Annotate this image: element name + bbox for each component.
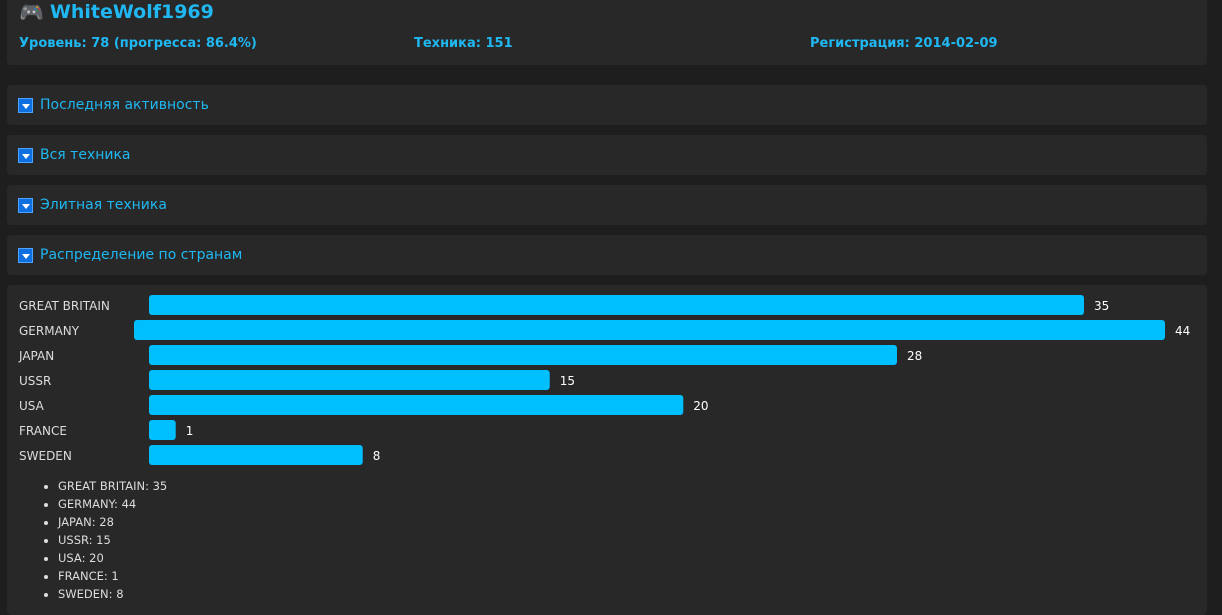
bar [149, 295, 1084, 315]
list-item: SWEDEN: 8 [58, 585, 167, 603]
profile-panel: 🎮 WhiteWolf1969 Уровень: 78 (прогресса: … [7, 0, 1207, 65]
bar-category-label: SWEDEN [19, 449, 72, 463]
bar [149, 345, 897, 365]
list-item: GERMANY: 44 [58, 495, 167, 513]
bar [134, 320, 1165, 340]
bar [149, 395, 684, 415]
bar-category-label: FRANCE [19, 424, 67, 438]
collapse-toggle-icon[interactable] [18, 98, 33, 113]
collapse-toggle-icon[interactable] [18, 148, 33, 163]
list-item: USSR: 15 [58, 531, 167, 549]
bar-value-label: 35 [1094, 299, 1109, 313]
section-country-distribution[interactable]: Распределение по странам [7, 235, 1207, 275]
section-label: Распределение по странам [40, 247, 243, 263]
list-item: JAPAN: 28 [58, 513, 167, 531]
bar [149, 370, 550, 390]
collapse-toggle-icon[interactable] [18, 248, 33, 263]
bar-value-label: 1 [186, 424, 194, 438]
section-recent-activity[interactable]: Последняя активность [7, 85, 1207, 125]
country-chart-panel: GREAT BRITAIN 35 GERMANY 44 JAPAN 28 USSR 15 USA… [7, 285, 1207, 615]
section-elite-vehicles[interactable]: Элитная техника [7, 185, 1207, 225]
gamepad-icon: 🎮 [19, 0, 44, 24]
collapse-toggle-icon[interactable] [18, 198, 33, 213]
bar-category-label: USA [19, 399, 45, 413]
registration-stat: Регистрация: 2014-02-09 [810, 36, 998, 51]
bar-value-label: 8 [373, 449, 381, 463]
bar-category-label: GERMANY [19, 324, 80, 338]
bar-value-label: 20 [693, 399, 708, 413]
bar-value-label: 28 [907, 349, 922, 363]
section-label: Последняя активность [40, 97, 209, 113]
list-item: GREAT BRITAIN: 35 [58, 477, 167, 495]
level-stat: Уровень: 78 (прогресса: 86.4%) [19, 36, 257, 51]
bar-category-label: GREAT BRITAIN [19, 299, 110, 313]
country-bar-chart: GREAT BRITAIN 35 GERMANY 44 JAPAN 28 USSR 15 USA… [18, 295, 1190, 465]
section-label: Вся техника [40, 147, 131, 163]
bar-value-label: 44 [1175, 324, 1190, 338]
list-item: USA: 20 [58, 549, 167, 567]
list-item: FRANCE: 1 [58, 567, 167, 585]
section-all-vehicles[interactable]: Вся техника [7, 135, 1207, 175]
vehicles-stat: Техника: 151 [414, 36, 513, 51]
section-label: Элитная техника [40, 197, 167, 213]
bar-category-label: USSR [19, 374, 51, 388]
bar [149, 420, 176, 440]
bar-value-label: 15 [560, 374, 575, 388]
bar-category-label: JAPAN [18, 349, 54, 363]
username: WhiteWolf1969 [49, 1, 214, 23]
profile-header: 🎮 WhiteWolf1969 [19, 0, 214, 24]
bar [149, 445, 363, 465]
